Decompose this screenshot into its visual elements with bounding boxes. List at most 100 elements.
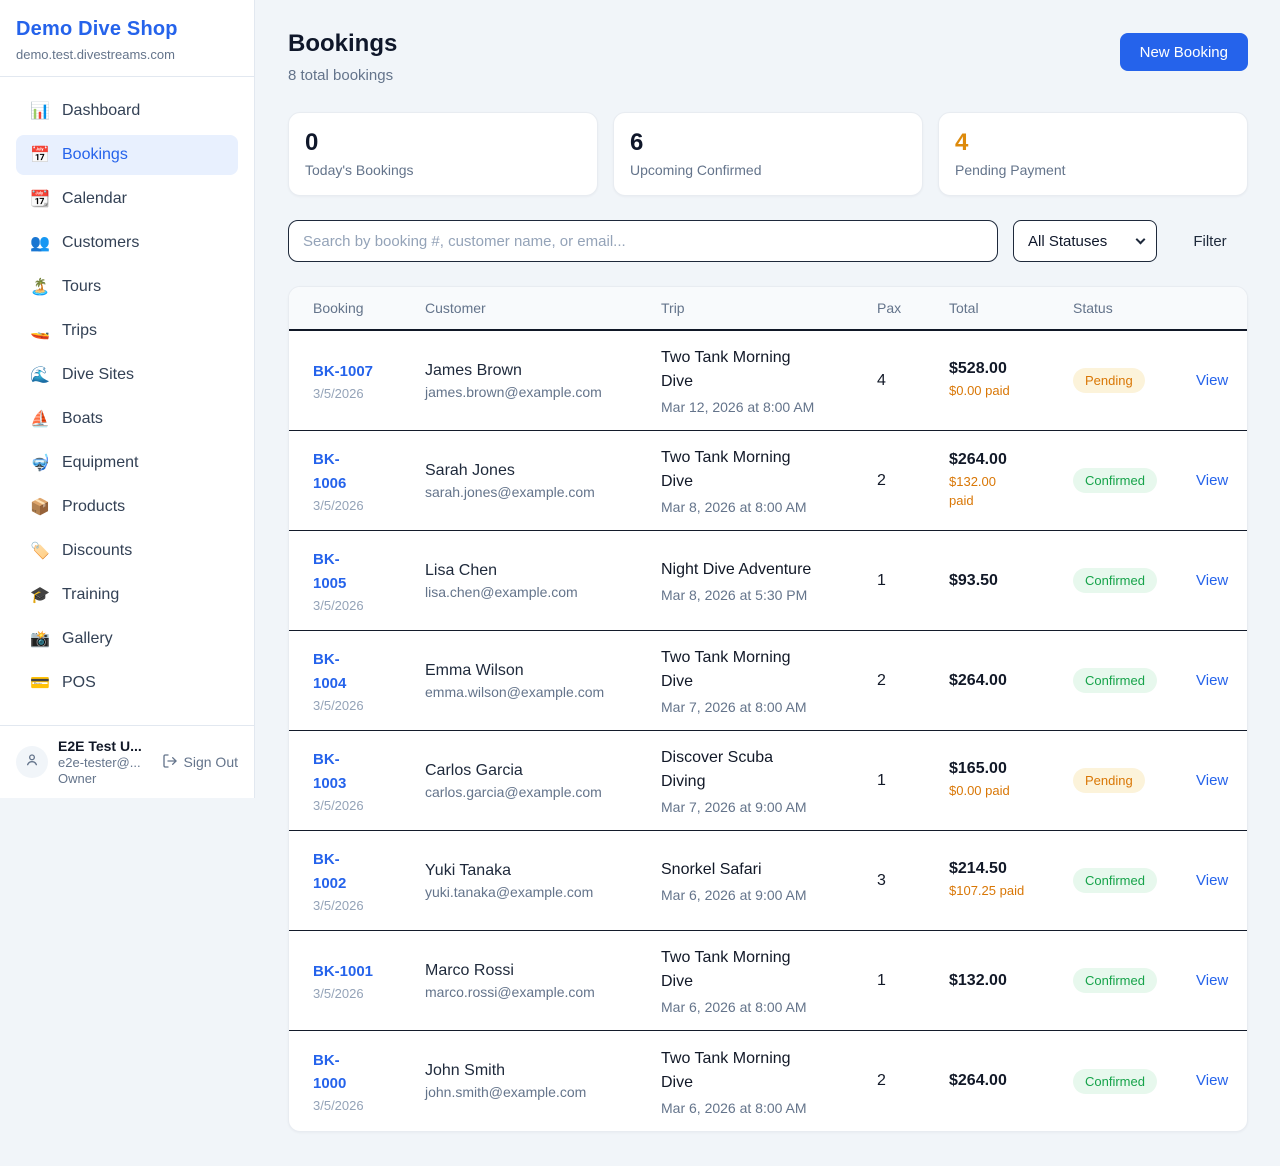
stat-card-pending-payment: 4 Pending Payment	[938, 112, 1248, 196]
pax-count: 1	[877, 771, 886, 789]
sailboat-icon: ⛵	[30, 411, 50, 428]
trip-datetime: Mar 6, 2026 at 8:00 AM	[661, 1099, 807, 1116]
sidebar-item-gallery[interactable]: 📸 Gallery	[30, 630, 113, 648]
booking-date: 3/5/2026	[313, 597, 364, 613]
booking-id-link[interactable]: BK-1001	[313, 962, 374, 980]
status-badge: Confirmed	[1073, 468, 1157, 493]
stat-label: Today's Bookings	[305, 161, 414, 178]
trip-datetime: Mar 12, 2026 at 8:00 AM	[661, 399, 815, 415]
sidebar-item-training[interactable]: 🎓 Training	[30, 586, 120, 604]
view-link[interactable]: View	[1196, 371, 1229, 389]
total-amount: $214.50	[949, 860, 1007, 878]
status-badge: Confirmed	[1073, 668, 1157, 693]
speedboat-icon: 🚤	[30, 323, 50, 340]
sidebar-nav: 📊 Dashboard 📅 Bookings 📆 Calendar 👥 Cust…	[0, 77, 254, 725]
customer-name: Yuki Tanaka	[425, 861, 511, 879]
sidebar-item-boats[interactable]: ⛵ Boats	[30, 410, 103, 428]
column-header-booking: Booking	[313, 300, 364, 316]
sign-out-button[interactable]: Sign Out	[162, 753, 238, 772]
wave-icon: 🌊	[30, 367, 50, 384]
booking-id-link[interactable]: BK- 1003	[313, 751, 347, 792]
view-link[interactable]: View	[1196, 1072, 1229, 1089]
sidebar-item-equipment[interactable]: 🤿 Equipment	[30, 454, 139, 472]
booking-id-link[interactable]: BK- 1002	[313, 851, 347, 892]
column-header-pax: Pax	[877, 300, 902, 316]
table-row: BK-1001 3/5/2026 Marco Rossi marco.rossi…	[289, 931, 1247, 1031]
stat-card-todays-bookings: 0 Today's Bookings	[288, 112, 598, 196]
total-amount: $132.00	[949, 971, 1007, 989]
total-amount: $264.00	[949, 1072, 1007, 1089]
island-icon: 🏝️	[30, 279, 50, 296]
table-row: BK- 1006 3/5/2026 Sarah Jones sarah.jone…	[289, 431, 1247, 531]
status-filter-select[interactable]: All Statuses	[1013, 220, 1157, 262]
trip-datetime: Mar 6, 2026 at 9:00 AM	[661, 887, 807, 903]
customer-email: yuki.tanaka@example.com	[425, 883, 594, 900]
sidebar-item-bookings[interactable]: 📅 Bookings	[16, 135, 238, 175]
booking-date: 3/5/2026	[313, 1098, 364, 1114]
user-role: Owner	[58, 771, 97, 786]
view-link[interactable]: View	[1196, 671, 1229, 689]
table-row: BK-1007 3/5/2026 James Brown james.brown…	[289, 331, 1247, 431]
status-badge: Confirmed	[1073, 568, 1157, 593]
status-badge: Pending	[1073, 768, 1145, 793]
page-title: Bookings	[288, 30, 398, 57]
column-header-status: Status	[1073, 300, 1113, 316]
sidebar-item-discounts[interactable]: 🏷️ Discounts	[30, 542, 133, 560]
trip-datetime: Mar 8, 2026 at 8:00 AM	[661, 499, 807, 515]
sidebar-item-calendar[interactable]: 📆 Calendar	[30, 190, 127, 208]
booking-date: 3/5/2026	[313, 986, 364, 1002]
booking-id-link[interactable]: BK- 1005	[313, 551, 347, 592]
booking-id-link[interactable]: BK-1007	[313, 362, 374, 380]
table-row: BK- 1005 3/5/2026 Lisa Chen lisa.chen@ex…	[289, 531, 1247, 631]
stat-card-upcoming-confirmed: 6 Upcoming Confirmed	[613, 112, 923, 196]
booking-id-link[interactable]: BK- 1006	[313, 451, 347, 492]
view-link[interactable]: View	[1196, 471, 1229, 489]
sidebar-item-dashboard[interactable]: 📊 Dashboard	[30, 102, 141, 120]
filter-button[interactable]: Filter	[1172, 233, 1248, 250]
trip-name: Discover Scuba Diving	[661, 749, 774, 790]
graduation-cap-icon: 🎓	[30, 587, 50, 604]
booking-id-link[interactable]: BK- 1000	[313, 1051, 347, 1092]
pax-count: 3	[877, 871, 886, 889]
bar-chart-icon: 📊	[30, 103, 50, 120]
trip-name: Two Tank Morning Dive	[661, 1049, 791, 1091]
page-header: Bookings 8 total bookings New Booking	[288, 30, 1248, 84]
total-amount: $165.00	[949, 760, 1007, 778]
user-name: E2E Test U...	[58, 738, 142, 754]
view-link[interactable]: View	[1196, 971, 1229, 989]
avatar	[16, 746, 48, 778]
calendar-date-icon: 📅	[30, 147, 50, 164]
stat-value: 0	[305, 129, 319, 156]
users-icon: 👥	[30, 235, 50, 252]
new-booking-button[interactable]: New Booking	[1119, 33, 1248, 71]
total-amount: $264.00	[949, 450, 1007, 468]
trip-datetime: Mar 7, 2026 at 9:00 AM	[661, 799, 807, 815]
customer-name: Marco Rossi	[425, 961, 514, 979]
table-row: BK- 1004 3/5/2026 Emma Wilson emma.wilso…	[289, 631, 1247, 731]
filter-row: All Statuses Filter	[288, 220, 1248, 262]
trip-name: Two Tank Morning Dive	[661, 449, 791, 490]
user-block: E2E Test U... e2e-tester@... Owner Sign …	[0, 725, 254, 798]
column-header-customer: Customer	[425, 300, 486, 316]
view-link[interactable]: View	[1196, 871, 1229, 889]
bookings-table: Booking Customer Trip Pax Total Status B…	[288, 286, 1248, 1132]
trip-name: Two Tank Morning Dive	[661, 349, 791, 390]
status-badge: Confirmed	[1073, 868, 1157, 893]
customer-email: john.smith@example.com	[425, 1084, 587, 1100]
user-meta: E2E Test U... e2e-tester@... Owner	[58, 738, 152, 786]
sidebar-item-dive-sites[interactable]: 🌊 Dive Sites	[30, 366, 135, 384]
sidebar-item-customers[interactable]: 👥 Customers	[30, 234, 140, 252]
sidebar-item-tours[interactable]: 🏝️ Tours	[30, 278, 102, 296]
pax-count: 1	[877, 971, 886, 989]
sidebar-item-pos[interactable]: 💳 POS	[30, 674, 96, 692]
pax-count: 1	[877, 571, 886, 589]
sidebar-item-products[interactable]: 📦 Products	[30, 498, 126, 516]
main-content: Bookings 8 total bookings New Booking 0 …	[255, 0, 1280, 1166]
paid-amount: $0.00 paid	[949, 383, 1010, 399]
view-link[interactable]: View	[1196, 771, 1229, 789]
package-icon: 📦	[30, 499, 50, 516]
booking-id-link[interactable]: BK- 1004	[313, 651, 347, 692]
sidebar-item-trips[interactable]: 🚤 Trips	[30, 322, 97, 340]
view-link[interactable]: View	[1196, 571, 1229, 589]
search-input[interactable]	[288, 220, 998, 262]
